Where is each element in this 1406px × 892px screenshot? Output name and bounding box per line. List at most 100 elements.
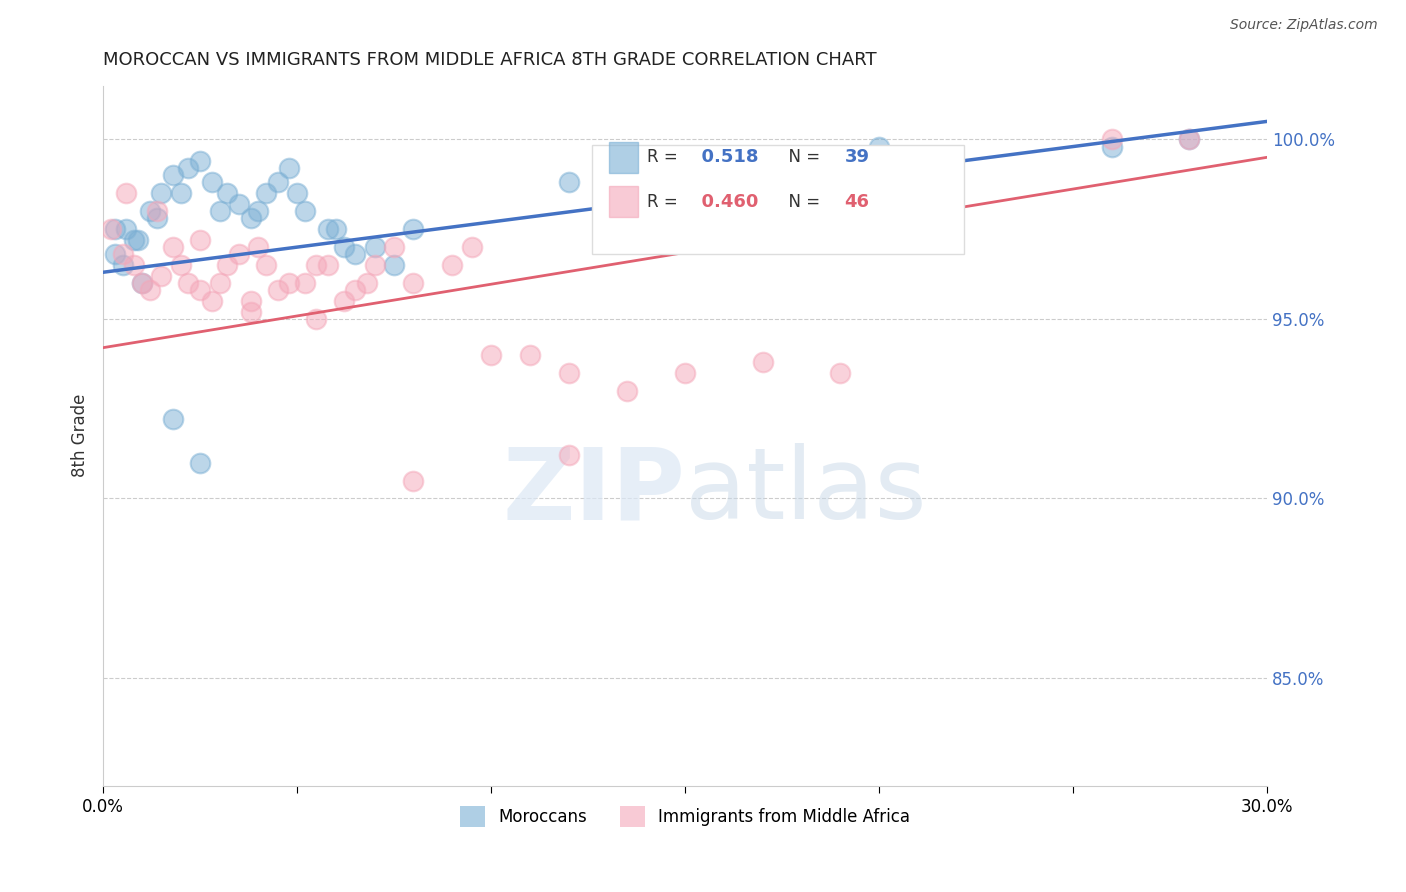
Point: [188, 283, 211, 297]
Point: [201, 293, 224, 308]
Point: [138, 283, 160, 297]
Point: [460, 240, 482, 254]
Point: [201, 176, 224, 190]
Point: [402, 276, 425, 290]
Y-axis label: 8th Grade: 8th Grade: [72, 394, 89, 477]
Bar: [609, 186, 638, 217]
Point: [557, 449, 579, 463]
Text: ZIP: ZIP: [502, 443, 685, 541]
Point: [127, 233, 149, 247]
Point: [146, 211, 169, 226]
Text: 0.460: 0.460: [689, 193, 758, 211]
Point: [285, 186, 308, 201]
Point: [382, 258, 405, 272]
Point: [294, 276, 316, 290]
Point: [402, 222, 425, 236]
Point: [332, 240, 354, 254]
Point: [177, 276, 200, 290]
Legend: Moroccans, Immigrants from Middle Africa: Moroccans, Immigrants from Middle Africa: [453, 800, 917, 833]
Point: [1178, 132, 1201, 146]
Point: [294, 204, 316, 219]
Point: [115, 222, 138, 236]
Point: [316, 222, 339, 236]
Point: [104, 247, 127, 261]
Point: [208, 276, 231, 290]
Point: [239, 293, 262, 308]
Point: [104, 222, 127, 236]
Text: atlas: atlas: [685, 443, 927, 541]
Point: [1101, 139, 1123, 153]
Point: [713, 222, 735, 236]
Point: [519, 348, 541, 362]
FancyBboxPatch shape: [592, 145, 965, 253]
Point: [122, 258, 145, 272]
Bar: [609, 142, 638, 173]
Text: 0.518: 0.518: [689, 148, 758, 166]
Text: N =: N =: [778, 193, 825, 211]
Text: R =: R =: [647, 148, 682, 166]
Text: Source: ZipAtlas.com: Source: ZipAtlas.com: [1230, 18, 1378, 32]
Point: [363, 258, 385, 272]
Point: [305, 258, 328, 272]
Point: [344, 283, 367, 297]
Point: [247, 204, 270, 219]
Text: R =: R =: [647, 193, 682, 211]
Point: [616, 384, 638, 398]
Point: [131, 276, 153, 290]
Point: [278, 161, 301, 175]
Point: [208, 204, 231, 219]
Point: [382, 240, 405, 254]
Text: MOROCCAN VS IMMIGRANTS FROM MIDDLE AFRICA 8TH GRADE CORRELATION CHART: MOROCCAN VS IMMIGRANTS FROM MIDDLE AFRIC…: [103, 51, 877, 69]
Point: [138, 204, 160, 219]
Point: [239, 211, 262, 226]
Point: [146, 204, 169, 219]
Point: [356, 276, 378, 290]
Point: [188, 233, 211, 247]
Point: [254, 258, 277, 272]
Point: [150, 268, 173, 283]
Point: [111, 247, 134, 261]
Point: [228, 247, 250, 261]
Point: [217, 258, 239, 272]
Point: [868, 139, 890, 153]
Text: 46: 46: [845, 193, 869, 211]
Point: [673, 366, 696, 380]
Point: [1101, 132, 1123, 146]
Point: [254, 186, 277, 201]
Point: [177, 161, 200, 175]
Point: [162, 412, 184, 426]
Point: [305, 312, 328, 326]
Point: [239, 305, 262, 319]
Point: [170, 186, 193, 201]
Point: [830, 366, 852, 380]
Point: [402, 474, 425, 488]
Point: [217, 186, 239, 201]
Text: N =: N =: [778, 148, 825, 166]
Point: [557, 366, 579, 380]
Point: [363, 240, 385, 254]
Point: [228, 197, 250, 211]
Point: [162, 169, 184, 183]
Point: [325, 222, 347, 236]
Point: [111, 258, 134, 272]
Point: [170, 258, 193, 272]
Point: [122, 233, 145, 247]
Point: [278, 276, 301, 290]
Point: [115, 186, 138, 201]
Point: [267, 176, 290, 190]
Point: [162, 240, 184, 254]
Point: [100, 222, 122, 236]
Point: [188, 153, 211, 168]
Point: [557, 176, 579, 190]
Point: [1178, 132, 1201, 146]
Point: [441, 258, 464, 272]
Text: 39: 39: [845, 148, 869, 166]
Point: [150, 186, 173, 201]
Point: [479, 348, 502, 362]
Point: [316, 258, 339, 272]
Point: [267, 283, 290, 297]
Point: [188, 456, 211, 470]
Point: [131, 276, 153, 290]
Point: [344, 247, 367, 261]
Point: [751, 355, 773, 369]
